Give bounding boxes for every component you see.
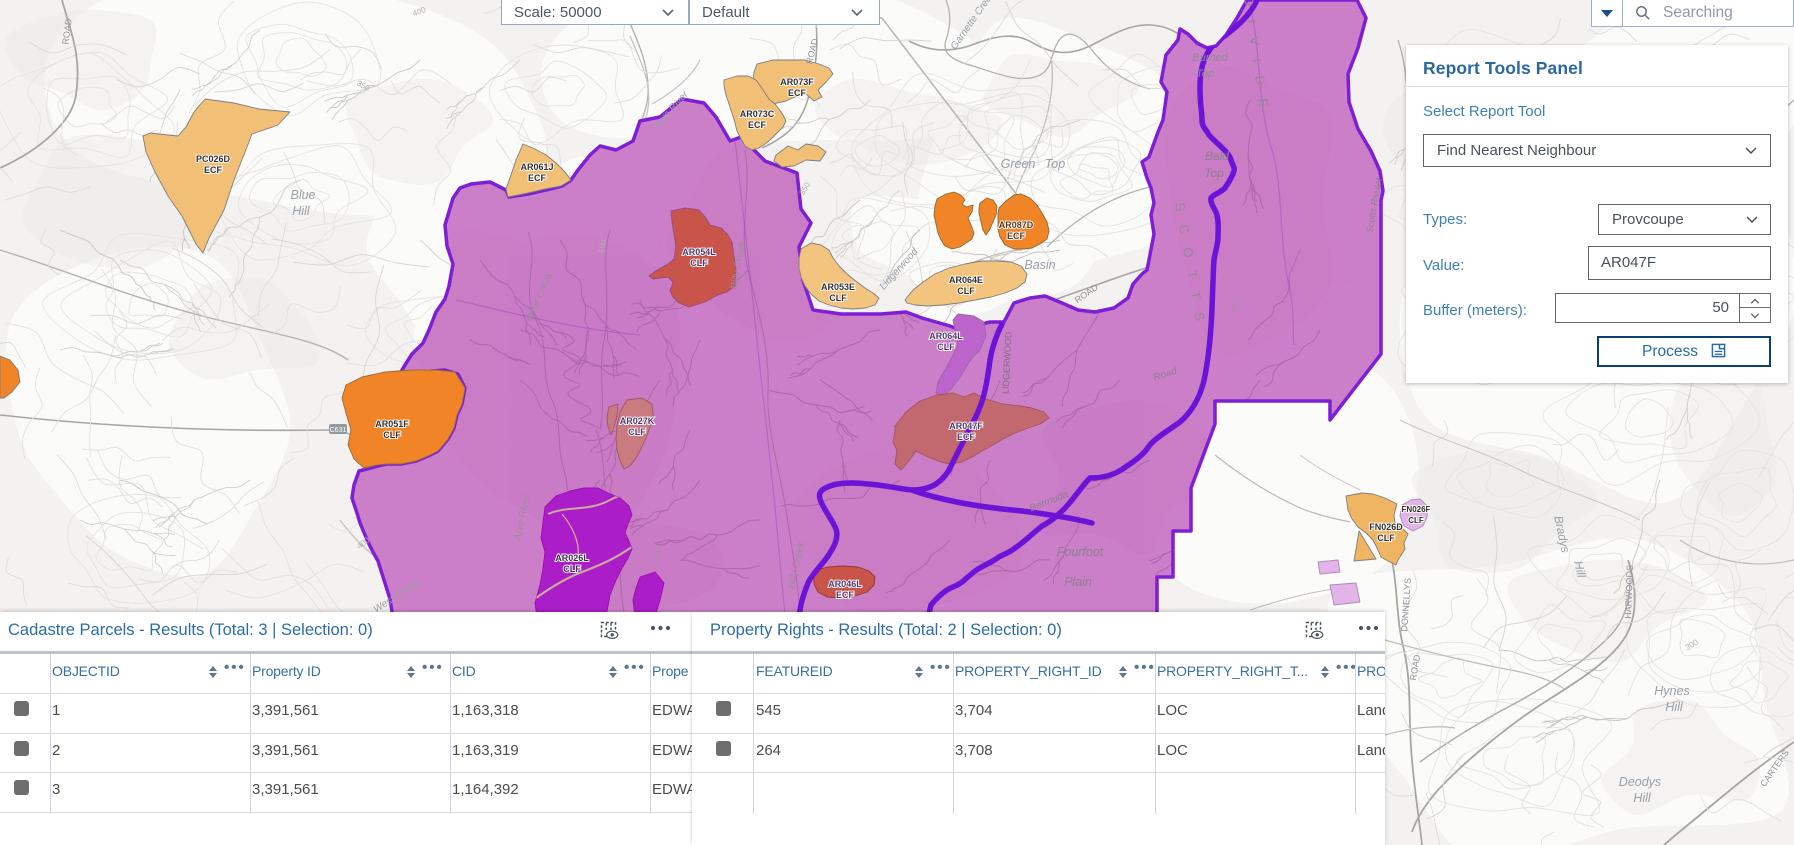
svg-text:Fourfoot: Fourfoot (1057, 545, 1104, 559)
svg-text:ECF: ECF (204, 165, 223, 175)
svg-text:AR064E: AR064E (949, 275, 983, 285)
svg-text:Hill: Hill (1633, 791, 1652, 805)
svg-text:Hynes: Hynes (1654, 684, 1689, 698)
svg-text:CLF: CLF (1408, 516, 1424, 525)
svg-text:FN026F: FN026F (1402, 505, 1431, 514)
svg-text:CLF: CLF (957, 286, 975, 296)
svg-text:Hill: Hill (1571, 560, 1588, 580)
svg-text:ECF: ECF (1007, 231, 1026, 241)
svg-text:ECF: ECF (836, 590, 855, 600)
svg-text:AR061J: AR061J (520, 162, 553, 172)
svg-text:ECF: ECF (957, 432, 976, 442)
svg-text:Bald: Bald (1205, 149, 1229, 163)
svg-text:CLF: CLF (1377, 533, 1395, 543)
svg-text:CLF: CLF (563, 564, 581, 574)
svg-text:CLF: CLF (383, 430, 401, 440)
svg-text:AR053E: AR053E (821, 282, 855, 292)
svg-text:AR087D: AR087D (999, 220, 1034, 230)
svg-text:Blue: Blue (290, 188, 315, 202)
svg-text:Green: Green (1001, 157, 1036, 171)
svg-text:CLF: CLF (690, 258, 708, 268)
svg-text:DONNELLYS: DONNELLYS (1399, 578, 1413, 632)
svg-text:AR073C: AR073C (740, 109, 775, 119)
svg-text:Hill: Hill (1665, 700, 1684, 714)
svg-text:ROAD: ROAD (60, 18, 74, 46)
svg-text:400: 400 (411, 5, 427, 18)
svg-text:Top: Top (1196, 68, 1214, 80)
svg-text:AR047F: AR047F (949, 421, 983, 431)
svg-text:ECF: ECF (748, 120, 767, 130)
svg-text:Deodys: Deodys (1619, 775, 1661, 789)
svg-text:Basin: Basin (1024, 258, 1055, 272)
svg-text:AR027K: AR027K (620, 416, 655, 426)
svg-text:AR073F: AR073F (780, 77, 814, 87)
svg-text:CLF: CLF (937, 342, 955, 352)
svg-text:HARWOODS: HARWOODS (1623, 565, 1635, 619)
svg-text:500: 500 (597, 238, 609, 254)
svg-text:PC026D: PC026D (196, 154, 231, 164)
svg-text:AR054L: AR054L (682, 247, 716, 257)
svg-text:LIDGERWOOD: LIDGERWOOD (1000, 331, 1013, 394)
svg-text:Plain: Plain (1064, 575, 1092, 589)
svg-text:ECF: ECF (788, 88, 807, 98)
svg-text:CLF: CLF (829, 293, 847, 303)
svg-text:AR051F: AR051F (375, 419, 409, 429)
svg-text:CLF: CLF (628, 427, 646, 437)
svg-text:Top: Top (1045, 157, 1065, 171)
svg-text:AR064L: AR064L (929, 331, 963, 341)
svg-text:AR026L: AR026L (555, 553, 589, 563)
svg-text:ECF: ECF (528, 173, 547, 183)
svg-text:C631: C631 (330, 427, 347, 434)
svg-text:Burned: Burned (1192, 52, 1228, 64)
svg-text:FN026D: FN026D (1369, 522, 1403, 532)
svg-text:ROAD: ROAD (1408, 653, 1422, 681)
svg-text:Hill: Hill (292, 204, 311, 218)
svg-text:AR046L: AR046L (828, 579, 862, 589)
svg-text:Top: Top (1204, 166, 1224, 180)
